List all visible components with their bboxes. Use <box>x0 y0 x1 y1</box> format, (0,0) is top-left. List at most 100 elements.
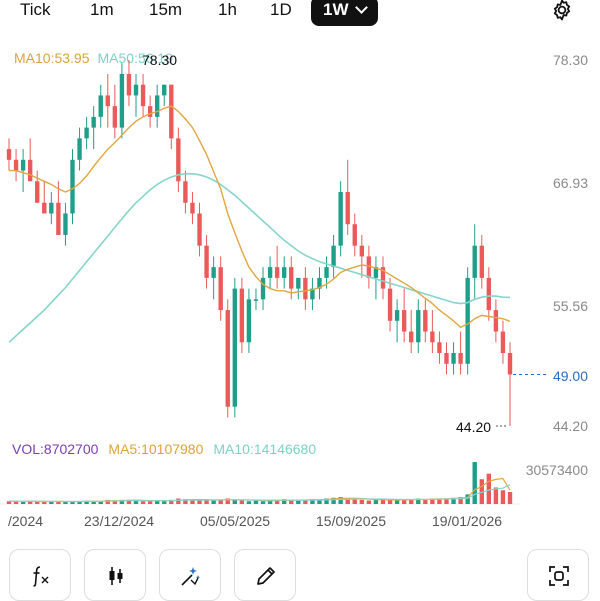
chart-type-button[interactable] <box>84 549 146 601</box>
timeframe-1d[interactable]: 1D <box>270 0 292 19</box>
volume-bar <box>317 499 322 504</box>
volume-bar <box>6 501 12 504</box>
volume-ma10: MA10:14146680 <box>213 441 317 457</box>
volume-bar <box>267 500 273 504</box>
candle <box>119 73 125 128</box>
volume-bar <box>183 499 188 504</box>
candle <box>126 73 132 96</box>
volume-value: VOL:8702700 <box>12 441 99 457</box>
candle <box>331 245 336 268</box>
timeframe-bar: Tick 1m 15m 1h 1D 1W <box>0 0 600 36</box>
volume-bar <box>246 501 252 504</box>
timeframe-tick[interactable]: Tick <box>20 0 51 19</box>
price-axis-mid: 66.93 <box>552 175 588 191</box>
candle <box>84 127 89 139</box>
volume-bar <box>84 500 89 504</box>
candle <box>493 310 499 332</box>
ma50-line <box>8 173 511 343</box>
timeframe-1h[interactable]: 1h <box>218 0 237 19</box>
volume-bar <box>401 499 407 504</box>
candle <box>218 267 223 311</box>
candle <box>232 288 237 407</box>
candle <box>507 353 513 375</box>
price-axis-min: 44.20 <box>552 418 588 434</box>
indicator-button[interactable] <box>9 549 71 601</box>
price-axis-high: 78.30 <box>552 52 588 68</box>
candle <box>49 202 54 214</box>
volume-ma5-line <box>9 477 511 503</box>
smart-draw-button[interactable] <box>159 549 221 601</box>
volume-bar <box>119 499 125 504</box>
candle <box>387 288 393 321</box>
volume-bar <box>70 501 75 504</box>
volume-bar <box>289 499 294 504</box>
timeframe-1w-label: 1W <box>323 0 349 19</box>
candle <box>479 245 484 278</box>
volume-bar <box>218 499 223 504</box>
candle <box>465 277 470 364</box>
candle <box>211 267 216 278</box>
candlestick-chart[interactable] <box>0 0 600 520</box>
volume-bar <box>13 501 19 504</box>
volume-bar <box>204 499 209 504</box>
candle <box>91 116 96 128</box>
ma50-value: MA50:56.19 <box>97 50 174 66</box>
volume-bar <box>451 497 456 504</box>
volume-bar <box>303 499 308 504</box>
candle <box>246 299 252 343</box>
candle <box>267 267 273 278</box>
timeframe-15m[interactable]: 15m <box>149 0 183 19</box>
volume-bar <box>507 492 513 504</box>
candle <box>296 277 301 289</box>
candle <box>472 245 477 278</box>
volume-bar <box>169 499 174 504</box>
volume-bar <box>359 499 365 504</box>
volume-bar <box>430 498 435 504</box>
candle <box>274 267 280 278</box>
candle <box>204 245 209 278</box>
pencil-icon <box>257 567 275 585</box>
candle <box>176 138 181 182</box>
volume-bar <box>126 499 132 504</box>
volume-bar <box>373 499 379 504</box>
candle <box>140 84 146 107</box>
volume-bar <box>296 500 301 504</box>
candle <box>359 245 365 257</box>
volume-bar <box>232 499 237 504</box>
volume-bar <box>98 501 103 504</box>
volume-bar <box>63 501 68 504</box>
candle <box>112 106 118 128</box>
candle <box>35 181 40 203</box>
volume-bar <box>35 501 40 504</box>
candle <box>225 310 230 407</box>
price-axis-low: 55.56 <box>552 298 588 314</box>
formula-fx-icon <box>33 566 49 587</box>
date-label: 15/09/2025 <box>316 513 387 529</box>
candle <box>282 267 287 278</box>
volume-bar <box>260 501 266 504</box>
draw-tool-button[interactable] <box>234 549 296 601</box>
volume-bar <box>324 498 329 504</box>
candle <box>77 138 82 160</box>
volume-bar <box>211 500 216 504</box>
candle <box>401 310 407 332</box>
volume-bar <box>345 498 350 504</box>
timeframe-1w[interactable]: 1W <box>311 0 378 26</box>
volume-bar <box>423 499 428 504</box>
volume-bar <box>409 499 414 504</box>
volume-axis-max: 30573400 <box>525 462 588 478</box>
timeframe-1m[interactable]: 1m <box>90 0 114 19</box>
candle <box>260 277 266 300</box>
volume-bar <box>472 462 477 504</box>
volume-bar <box>331 497 336 504</box>
volume-bar <box>479 479 484 504</box>
volume-bar <box>91 501 96 504</box>
date-label: 05/05/2025 <box>200 513 271 529</box>
volume-bar <box>49 501 54 504</box>
candle <box>451 353 456 364</box>
candle <box>183 181 188 203</box>
fullscreen-button[interactable] <box>527 549 589 601</box>
volume-bar <box>20 501 26 504</box>
gear-icon[interactable] <box>550 0 574 22</box>
volume-bar <box>500 490 506 504</box>
